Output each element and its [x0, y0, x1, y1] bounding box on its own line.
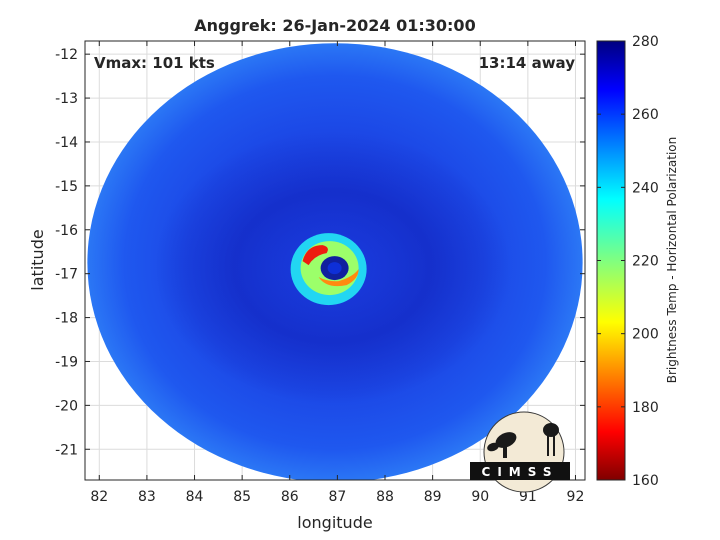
brightness-temp-swath: [87, 43, 583, 480]
eyewall-convection-south: [318, 269, 359, 287]
y-tick-label: -17: [55, 267, 78, 283]
colorbar-tick-label: 180: [632, 400, 659, 416]
y-axis-ticks: -12 -13 -14 -15 -16 -17 -18 -19 -20 -21: [55, 47, 585, 458]
colorbar-tick-label: 240: [632, 180, 659, 196]
colorbar-tick-label: 260: [632, 107, 659, 123]
x-tick-label: 84: [186, 489, 204, 505]
x-axis-label: longitude: [297, 513, 372, 532]
colorbar-label: Brightness Temp - Horizontal Polarizatio…: [665, 137, 679, 384]
y-tick-label: -14: [55, 135, 78, 151]
satellite-dish-icon: [487, 432, 517, 458]
colorbar-tick-label: 160: [632, 473, 659, 489]
y-tick-label: -12: [55, 47, 78, 63]
x-tick-label: 85: [233, 489, 251, 505]
x-tick-label: 82: [90, 489, 108, 505]
y-tick-label: -15: [55, 179, 78, 195]
colorbar-tick-label: 220: [632, 254, 659, 270]
x-tick-label: 87: [328, 489, 346, 505]
axes-frame: [84, 40, 586, 481]
logo-text: CIMSS: [482, 465, 559, 479]
logo-banner: [470, 462, 570, 480]
storm-eye-center: [327, 262, 342, 275]
x-tick-label: 90: [471, 489, 489, 505]
colorbar-tick-label: 280: [632, 34, 659, 50]
storm-eyewall: [290, 233, 367, 306]
colorbar-ticks: 160 180 200 220 240 260 280: [597, 34, 659, 489]
x-tick-label: 91: [519, 489, 537, 505]
eyewall-convection-west: [302, 245, 328, 266]
chart-title: Anggrek: 26-Jan-2024 01:30:00: [194, 16, 475, 35]
y-axis-label: latitude: [28, 229, 47, 290]
x-tick-label: 89: [424, 489, 442, 505]
y-tick-label: -21: [55, 442, 78, 458]
y-tick-label: -13: [55, 91, 78, 107]
cimss-logo: CIMSS: [470, 411, 570, 493]
colorbar: [596, 40, 626, 481]
colorbar-tick-label: 200: [632, 327, 659, 343]
x-tick-label: 92: [567, 489, 585, 505]
x-axis-ticks: 82 83 84 85 86 87 88 89 90 91 92: [90, 41, 584, 505]
y-tick-label: -18: [55, 311, 78, 327]
y-tick-label: -16: [55, 223, 78, 239]
vmax-annotation: Vmax: 101 kts: [94, 54, 215, 72]
x-tick-label: 86: [281, 489, 299, 505]
y-tick-label: -20: [55, 398, 78, 414]
y-tick-label: -19: [55, 354, 78, 370]
x-tick-label: 88: [376, 489, 394, 505]
time-away-annotation: 13:14 away: [479, 54, 576, 72]
x-tick-label: 83: [138, 489, 156, 505]
